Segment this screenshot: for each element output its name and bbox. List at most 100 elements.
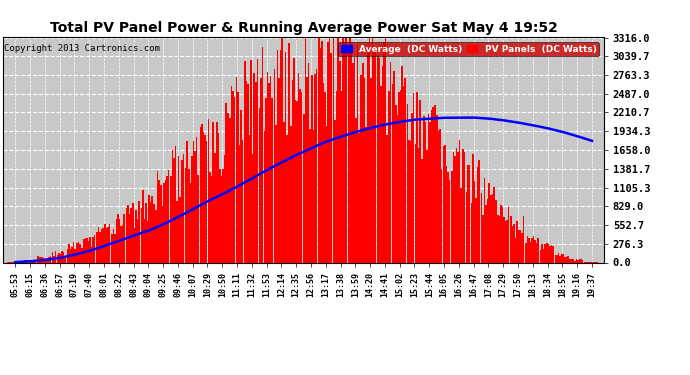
Bar	[460, 188, 462, 262]
Bar	[400, 90, 402, 262]
Bar	[464, 152, 465, 262]
Bar	[59, 254, 61, 262]
Bar	[318, 38, 319, 262]
Bar	[411, 112, 413, 262]
Bar	[306, 77, 308, 262]
Bar	[41, 257, 43, 262]
Bar	[181, 160, 183, 262]
Bar	[413, 93, 415, 262]
Bar	[348, 47, 349, 262]
Bar	[433, 107, 434, 262]
Bar	[295, 100, 296, 262]
Bar	[567, 256, 569, 262]
Bar	[144, 219, 145, 262]
Bar	[497, 215, 498, 262]
Bar	[531, 238, 533, 262]
Bar	[235, 77, 237, 262]
Bar	[533, 236, 534, 262]
Bar	[122, 225, 124, 262]
Bar	[543, 249, 544, 262]
Bar	[309, 129, 311, 262]
Bar	[40, 257, 41, 262]
Bar	[364, 78, 366, 262]
Bar	[165, 180, 166, 262]
Bar	[481, 193, 482, 262]
Bar	[551, 244, 552, 262]
Bar	[168, 170, 169, 262]
Bar	[562, 254, 564, 262]
Bar	[446, 166, 447, 262]
Bar	[336, 91, 337, 262]
Bar	[264, 130, 265, 262]
Bar	[26, 260, 27, 262]
Bar	[216, 122, 217, 262]
Bar	[206, 141, 208, 262]
Bar	[459, 140, 460, 262]
Bar	[22, 261, 24, 262]
Bar	[157, 171, 159, 262]
Bar	[280, 50, 282, 262]
Bar	[484, 178, 485, 262]
Bar	[53, 256, 55, 262]
Bar	[386, 135, 388, 262]
Bar	[420, 100, 421, 262]
Bar	[408, 140, 410, 262]
Bar	[416, 93, 417, 262]
Bar	[395, 105, 397, 262]
Bar	[403, 86, 404, 262]
Bar	[440, 129, 441, 262]
Bar	[252, 154, 253, 262]
Bar	[555, 255, 556, 262]
Bar	[311, 75, 313, 262]
Bar	[575, 260, 577, 262]
Bar	[135, 210, 137, 262]
Bar	[415, 144, 416, 262]
Bar	[286, 135, 288, 262]
Title: Total PV Panel Power & Running Average Power Sat May 4 19:52: Total PV Panel Power & Running Average P…	[50, 21, 558, 35]
Bar	[24, 260, 26, 262]
Bar	[316, 69, 317, 262]
Bar	[354, 57, 355, 262]
Bar	[493, 187, 495, 262]
Bar	[33, 260, 34, 262]
Bar	[209, 172, 210, 262]
Bar	[301, 92, 302, 262]
Bar	[79, 244, 81, 262]
Bar	[508, 207, 509, 262]
Bar	[349, 38, 351, 262]
Bar	[472, 154, 473, 262]
Bar	[542, 244, 543, 262]
Bar	[222, 169, 224, 262]
Bar	[487, 199, 489, 262]
Bar	[30, 261, 32, 262]
Bar	[515, 238, 516, 262]
Bar	[331, 53, 332, 262]
Bar	[359, 132, 360, 262]
Bar	[114, 234, 116, 262]
Bar	[116, 219, 117, 262]
Bar	[173, 158, 175, 262]
Bar	[534, 240, 536, 262]
Bar	[179, 197, 181, 262]
Bar	[76, 243, 77, 262]
Bar	[388, 91, 390, 262]
Bar	[525, 243, 526, 262]
Bar	[130, 209, 132, 262]
Bar	[546, 243, 548, 262]
Text: Copyright 2013 Cartronics.com: Copyright 2013 Cartronics.com	[4, 44, 160, 53]
Bar	[104, 224, 106, 262]
Bar	[233, 91, 234, 262]
Bar	[410, 141, 411, 262]
Legend: Average  (DC Watts), PV Panels  (DC Watts): Average (DC Watts), PV Panels (DC Watts)	[338, 42, 599, 56]
Bar	[402, 66, 403, 262]
Bar	[573, 258, 574, 262]
Bar	[246, 81, 247, 262]
Bar	[147, 221, 148, 262]
Bar	[495, 200, 497, 262]
Bar	[569, 259, 571, 262]
Bar	[153, 204, 155, 262]
Bar	[323, 83, 324, 262]
Bar	[313, 130, 314, 262]
Bar	[441, 169, 442, 262]
Bar	[45, 258, 46, 262]
